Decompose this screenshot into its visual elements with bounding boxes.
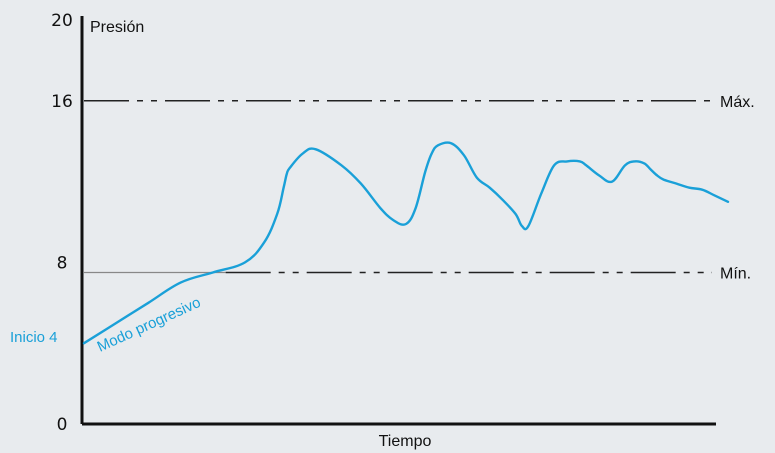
y-axis-label: Presión <box>90 19 144 36</box>
x-axis-label: Tiempo <box>379 433 432 450</box>
y-tick-label: 20 <box>51 11 73 31</box>
min-label: Mín. <box>720 266 751 283</box>
max-label: Máx. <box>720 94 755 111</box>
y-tick-label: 8 <box>57 253 68 273</box>
y-tick-labels: 0 8 16 20 <box>51 11 73 435</box>
start-annotation: Inicio 4 <box>10 329 58 346</box>
y-tick-label: 16 <box>51 92 73 112</box>
reference-lines: Máx. Mín. <box>84 94 755 283</box>
y-tick-label: 0 <box>57 415 68 435</box>
pressure-series-line <box>82 141 730 345</box>
axes: Presión Tiempo <box>80 16 716 450</box>
